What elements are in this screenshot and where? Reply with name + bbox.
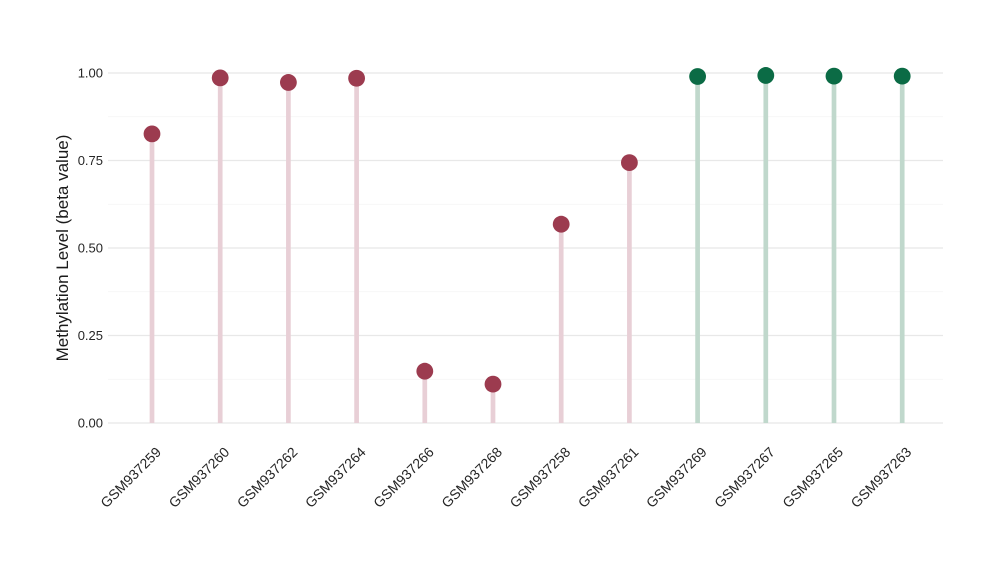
lollipop-point <box>484 375 502 393</box>
y-tick-label: 0.25 <box>78 328 103 343</box>
lollipop-point <box>280 74 297 91</box>
gridlines-minor <box>108 116 943 380</box>
x-tick-label: GSM937261 <box>575 444 642 511</box>
lollipop-point <box>893 67 911 85</box>
x-tick-label: GSM937267 <box>711 444 778 511</box>
lollipop-gsm937266 <box>416 362 434 423</box>
lollipop-point <box>416 362 434 380</box>
y-tick-label: 0.50 <box>78 241 103 256</box>
lollipop-point <box>825 67 843 85</box>
lollipop-gsm937269 <box>689 68 706 423</box>
lollipop-gsm937267 <box>757 67 775 423</box>
lollipop-gsm937262 <box>280 74 297 423</box>
lollipop-series <box>143 67 911 423</box>
y-tick-labels: 0.00 0.25 0.50 0.75 1.00 <box>78 66 103 431</box>
x-tick-label: GSM937263 <box>847 444 914 511</box>
lollipop-gsm937258 <box>552 215 570 423</box>
lollipop-gsm937263 <box>893 67 911 423</box>
y-axis-title: Methylation Level (beta value) <box>53 135 72 362</box>
lollipop-point <box>689 68 706 85</box>
lollipop-gsm937268 <box>484 375 502 423</box>
x-tick-label: GSM937269 <box>643 444 710 511</box>
lollipop-point <box>757 67 775 84</box>
x-tick-labels: GSM937259 GSM937260 GSM937262 GSM937264 GSM9… <box>97 444 914 511</box>
lollipop-gsm937259 <box>143 125 161 423</box>
lollipop-point <box>552 215 570 233</box>
lollipop-gsm937260 <box>211 69 229 423</box>
lollipop-point <box>211 69 229 87</box>
x-tick-label: GSM937266 <box>370 444 437 511</box>
x-tick-label: GSM937265 <box>779 444 846 511</box>
x-tick-label: GSM937262 <box>234 444 301 511</box>
x-tick-label: GSM937268 <box>438 444 505 511</box>
lollipop-point <box>143 125 161 143</box>
lollipop-point <box>621 154 638 172</box>
lollipop-gsm937265 <box>825 67 843 423</box>
lollipop-point <box>348 69 365 87</box>
x-tick-label: GSM937264 <box>302 444 369 511</box>
x-tick-label: GSM937259 <box>97 444 164 511</box>
gridlines-major <box>108 72 943 424</box>
y-tick-label: 0.75 <box>78 153 103 168</box>
lollipop-gsm937264 <box>348 69 365 423</box>
lollipop-gsm937261 <box>621 154 638 423</box>
x-tick-label: GSM937260 <box>165 444 232 511</box>
y-tick-label: 0.00 <box>78 416 103 431</box>
x-tick-label: GSM937258 <box>506 444 573 511</box>
y-tick-label: 1.00 <box>78 66 103 81</box>
